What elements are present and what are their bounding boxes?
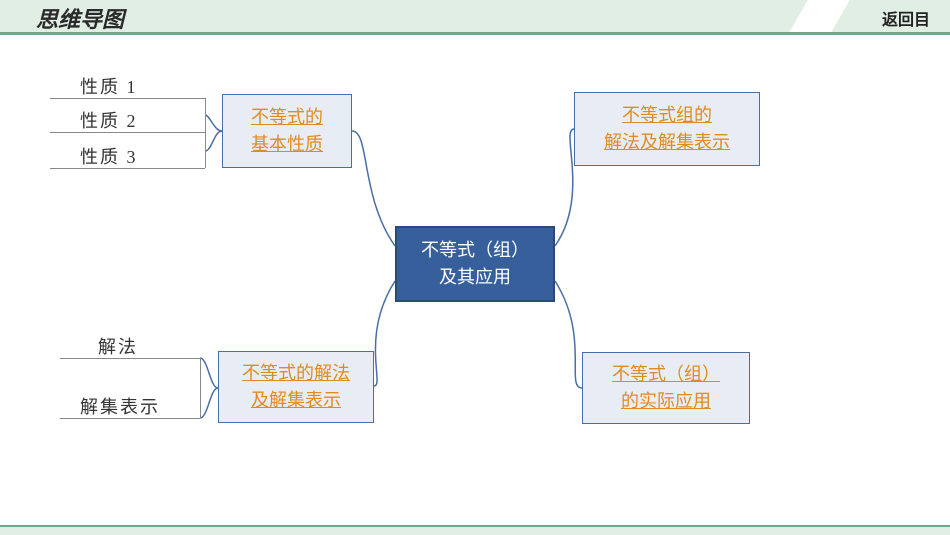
leaf-method: 解法: [98, 334, 138, 361]
branch-top-left-line1: 不等式的: [251, 104, 323, 131]
page-root: 思维导图 返回目 不等式（组） 及其应用 不等式的 基本性质 不等式的解法 及解…: [0, 0, 950, 535]
branch-top-left-line2: 基本性质: [251, 131, 323, 158]
branch-bottom-right[interactable]: 不等式（组） 的实际应用: [582, 352, 750, 424]
branch-bottom-right-line1: 不等式（组）: [612, 361, 720, 388]
branch-top-right-line1: 不等式组的: [604, 102, 730, 129]
branch-top-right[interactable]: 不等式组的 解法及解集表示: [574, 92, 760, 166]
leaf-vertical-connector: [200, 358, 201, 418]
page-title: 思维导图: [36, 2, 124, 34]
branch-bottom-right-line2: 的实际应用: [612, 388, 720, 415]
footer-band: [0, 525, 950, 535]
leaf-property-3: 性质 3: [80, 144, 138, 171]
leaf-underline: [60, 418, 200, 419]
leaf-underline: [60, 358, 200, 359]
leaf-underline: [50, 168, 205, 169]
leaf-property-1: 性质 1: [80, 74, 138, 101]
header-underline: [0, 32, 950, 35]
branch-top-right-line2: 解法及解集表示: [604, 129, 730, 156]
center-node-line1: 不等式（组）: [421, 237, 529, 264]
leaf-vertical-connector: [205, 98, 206, 168]
header: 思维导图 返回目: [0, 0, 950, 36]
center-node: 不等式（组） 及其应用: [395, 226, 555, 302]
branch-bottom-left[interactable]: 不等式的解法 及解集表示: [218, 351, 374, 423]
mindmap-diagram: 不等式（组） 及其应用 不等式的 基本性质 不等式的解法 及解集表示 不等式组的…: [0, 36, 950, 525]
center-node-line2: 及其应用: [421, 264, 529, 291]
leaf-property-2: 性质 2: [80, 108, 138, 135]
branch-top-left[interactable]: 不等式的 基本性质: [222, 94, 352, 168]
branch-bottom-left-line2: 及解集表示: [242, 387, 350, 414]
leaf-solution-set: 解集表示: [80, 394, 160, 421]
branch-bottom-left-line1: 不等式的解法: [242, 360, 350, 387]
leaf-underline: [50, 98, 205, 99]
leaf-underline: [50, 132, 205, 133]
return-to-contents-link[interactable]: 返回目: [882, 6, 930, 30]
